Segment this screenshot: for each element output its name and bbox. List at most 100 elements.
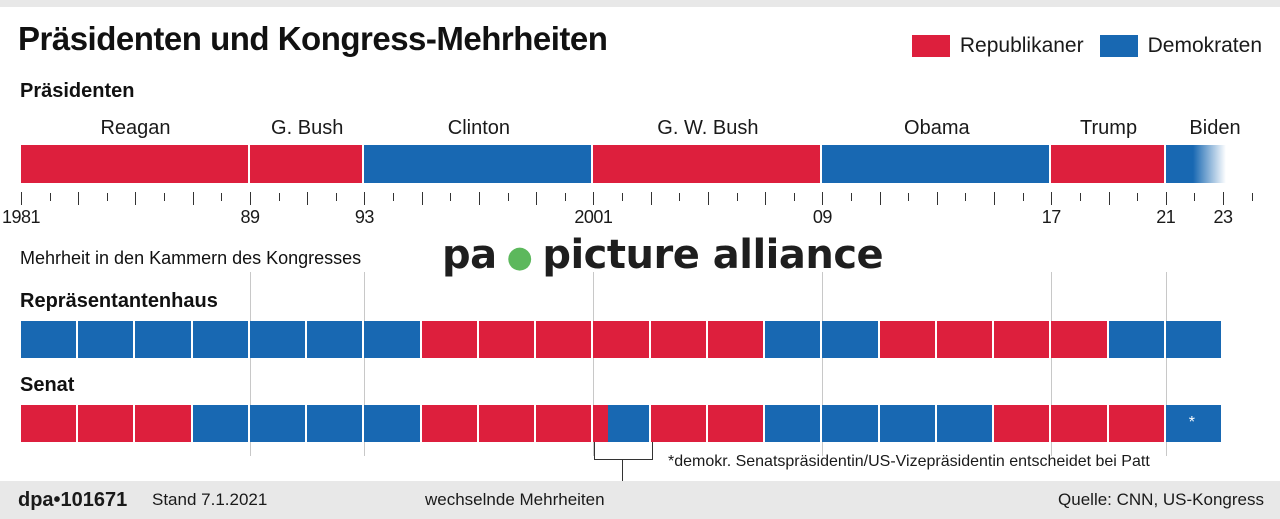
axis-tick [49, 193, 51, 201]
congress-cell [879, 405, 937, 442]
congress-cell [994, 405, 1052, 442]
congress-cell [135, 321, 193, 358]
congress-cell [1051, 321, 1109, 358]
axis-tick [307, 192, 309, 205]
legend-label: Demokraten [1147, 34, 1262, 57]
footnote: *demokr. Senatspräsidentin/US-Vizepräsid… [668, 453, 1150, 470]
axis-tick [994, 192, 996, 205]
footer: dpa•101671 Stand 7.1.2021 wechselnde Meh… [0, 481, 1280, 519]
axis-tick [507, 193, 509, 201]
president-segment [1051, 145, 1166, 183]
congress-cell [1165, 321, 1224, 358]
congress-cell [707, 405, 766, 442]
axis-tick [1251, 193, 1253, 201]
legend-item-democrats: Demokraten [1099, 34, 1262, 58]
president-name: G. W. Bush [657, 117, 759, 139]
axis-tick [622, 193, 624, 201]
congress-cell [822, 321, 880, 358]
bracket-stem [622, 459, 623, 481]
axis-tick [393, 193, 395, 201]
axis-tick [164, 193, 166, 201]
congress-cell-split-blue [607, 405, 651, 442]
congress-cell [765, 405, 823, 442]
congress-cell [364, 405, 422, 442]
house-heading: Repräsentantenhaus [20, 290, 218, 312]
congress-cell [21, 405, 79, 442]
axis-tick [364, 192, 366, 205]
axis-tick [593, 192, 595, 205]
axis-tick [822, 192, 824, 205]
congress-cell [78, 321, 136, 358]
house-majority-bar [21, 321, 1224, 358]
president-name: Biden [1189, 117, 1241, 139]
axis-tick [536, 192, 538, 205]
axis-tick [192, 192, 194, 205]
legend-label: Republikaner [959, 34, 1084, 57]
axis-tick [278, 193, 280, 201]
axis-tick [106, 193, 108, 201]
congress-cell [478, 405, 537, 442]
axis-tick [1051, 192, 1053, 205]
gridline [1051, 272, 1053, 456]
congress-cell [192, 405, 250, 442]
watermark-dot-icon: ● [506, 239, 533, 275]
president-segment [822, 145, 1052, 183]
congress-cell [21, 321, 79, 358]
congress-cell [994, 321, 1052, 358]
president-name: Trump [1080, 117, 1138, 139]
presidents-heading: Präsidenten [20, 80, 135, 102]
president-name: G. Bush [271, 117, 344, 139]
axis-tick [650, 192, 652, 205]
congress-cell [249, 405, 308, 442]
president-segment [593, 145, 823, 183]
congress-cell [135, 405, 193, 442]
congress-cell [1108, 405, 1166, 442]
axis-tick [1194, 193, 1196, 201]
axis-tick [450, 193, 452, 201]
legend-swatch-blue [1099, 35, 1138, 57]
congress-cell [192, 321, 250, 358]
watermark: pa ● picture alliance [442, 232, 884, 278]
axis-tick [1108, 192, 1110, 205]
congress-cell [765, 321, 823, 358]
stand-date: Stand 7.1.2021 [152, 490, 268, 509]
axis-tick [249, 192, 251, 205]
axis-tick [879, 192, 881, 205]
president-segment [1165, 145, 1226, 183]
axis-year-label: 17 [1041, 207, 1062, 227]
congress-cell [307, 321, 365, 358]
congress-cell [1108, 321, 1166, 358]
axis-tick [707, 192, 709, 205]
congress-cell [536, 405, 594, 442]
congress-cell [879, 321, 937, 358]
axis-tick [1137, 193, 1139, 201]
axis-year-label: 89 [240, 207, 260, 227]
axis-tick [564, 193, 566, 201]
gridline [364, 272, 366, 456]
congress-cell [249, 321, 308, 358]
axis-tick [908, 193, 910, 201]
axis-tick [679, 193, 681, 201]
gridline [822, 272, 824, 456]
axis-year-label: 2001 [574, 207, 613, 227]
source: Quelle: CNN, US-Kongress [1058, 490, 1264, 509]
congress-cell: * [1165, 405, 1224, 442]
president-name: Obama [904, 117, 970, 139]
congress-cell [78, 405, 136, 442]
gridline [1165, 272, 1167, 456]
legend-item-republicans: Republikaner [911, 34, 1084, 58]
legend: Republikaner Demokraten [896, 34, 1262, 58]
axis-year-label: 23 [1213, 207, 1234, 227]
congress-cell-split-red [593, 405, 608, 442]
president-timeline-bar [21, 145, 1226, 183]
axis-tick [335, 193, 337, 201]
senate-heading: Senat [20, 374, 75, 396]
congress-cell [536, 321, 594, 358]
axis-tick [765, 192, 767, 205]
congress-cell [307, 405, 365, 442]
congress-cell [593, 321, 651, 358]
president-segment [249, 145, 365, 183]
dpa-id: dpa•101671 [18, 489, 128, 511]
axis-tick [135, 192, 137, 205]
president-name: Clinton [447, 117, 511, 139]
